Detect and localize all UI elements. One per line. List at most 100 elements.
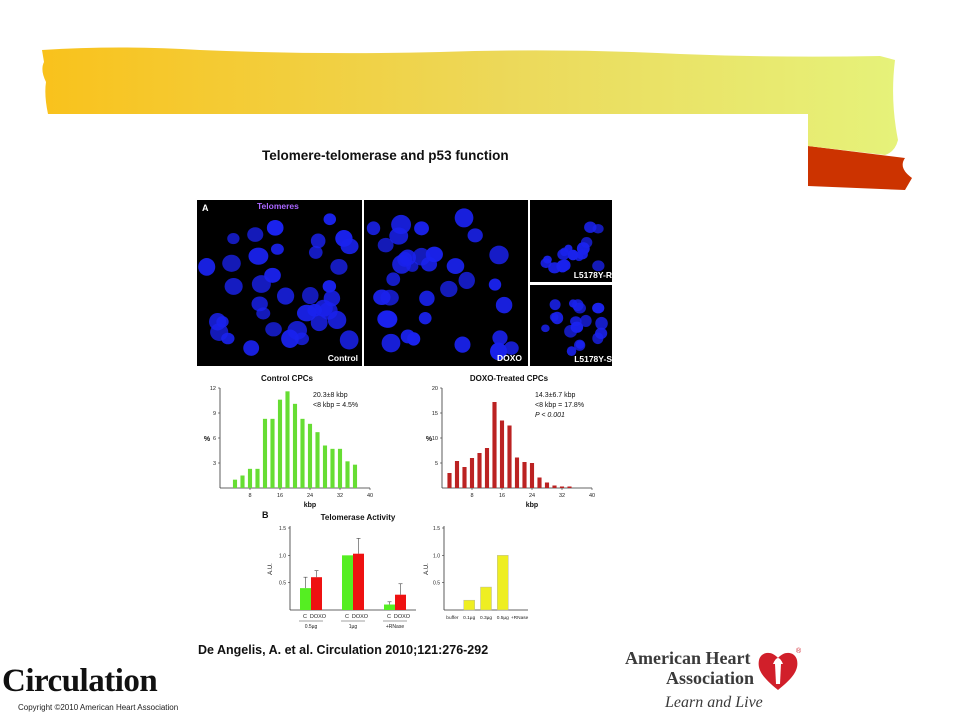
activity-bar [395,594,406,610]
series-label: C [345,614,349,620]
cell-nucleus [340,238,359,255]
cell-nucleus [381,333,401,353]
cell-nucleus [323,213,337,226]
y-tick-label: 9 [213,411,216,417]
histogram-bar [285,391,290,488]
histogram-bar [292,403,298,488]
chart-title: DOXO-Treated CPCs [470,374,549,383]
aha-line-1: American Heart [625,648,751,668]
cell-nucleus [322,280,337,293]
cell-nucleus [446,258,465,274]
x-tick-label: 16 [499,493,505,499]
standard-bar [463,599,475,611]
cell-nucleus [575,340,585,349]
cell-nucleus [541,324,550,333]
category-label: 0.3µg [480,615,492,621]
histogram-bar [277,399,283,488]
panel-a-letter: A [202,203,209,213]
y-tick-label: 0.5 [433,581,440,587]
cell-nucleus [221,332,235,345]
telomerase-standard-chart: A.U.0.5 1.0 1.5 buffer 0.1µg 0.3µg 0.5µg +RNase [424,526,529,621]
cell-nucleus [307,303,323,317]
cell-nucleus [247,227,264,242]
histogram-bar [477,453,482,488]
y-tick-label: 6 [213,436,216,442]
x-tick-label: 8 [470,493,473,499]
y-tick-label: 1.5 [279,526,286,532]
x-axis-label: kbp [526,502,538,509]
x-tick-label: 40 [367,493,373,499]
cell-nucleus [488,278,502,291]
y-tick-label: 5 [435,461,438,467]
cell-nucleus [339,330,359,350]
cell-nucleus [266,219,284,236]
y-axis-label: A.U. [268,563,274,575]
histogram-bar [307,423,313,488]
y-tick-label: 1.0 [279,553,286,559]
histogram-bar [300,418,305,488]
cell-nucleus [495,296,513,314]
aha-logo: American Heart Association Learn and Liv… [625,644,825,716]
activity-bar [384,604,395,610]
cell-nucleus [580,237,593,249]
cell-nucleus [567,249,579,261]
cell-nucleus [224,277,243,295]
banner-red-tab [808,146,912,190]
histogram-doxo: DOXO-Treated CPCs% kbp 5 10 15 20 8 16 24 32 40 14.… [426,374,595,509]
micrograph-label: Control [327,353,358,363]
cell-nucleus [377,310,397,328]
cell-nucleus [414,221,429,236]
activity-bar [311,577,322,610]
histogram-bar [462,467,467,488]
journal-logo: Circulation [2,663,158,699]
chart-annotation: <8 kbp = 4.5% [313,402,358,409]
heart-torch-icon: ® [758,647,802,690]
category-label: 0.5µg [305,624,318,630]
x-tick-label: 24 [307,493,313,499]
cell-nucleus [418,312,432,325]
activity-bar [342,555,353,610]
micrograph-label: L5178Y-R [573,270,612,280]
cell-nucleus [454,336,471,353]
histogram-control: Control CPCs% kbp 3 6 9 12 8 16 24 32 40 20.3±8 kbp… [204,374,373,509]
y-tick-label: 3 [213,461,216,467]
cell-nucleus [489,245,509,265]
cell-nucleus [265,322,282,337]
cell-nucleus [419,290,435,307]
chart-title: Telomerase Activity [321,513,396,522]
x-tick-label: 8 [248,493,251,499]
cell-nucleus [548,262,561,274]
micrograph-control: A Telomeres Control [197,200,362,366]
cell-nucleus [281,329,299,348]
histogram-bar [522,462,527,488]
histogram-bar [262,418,268,488]
cell-nucleus [454,208,474,228]
cell-nucleus [227,232,240,245]
micrograph-doxo: DOXO [364,200,528,366]
telomeres-label: Telomeres [257,201,299,211]
cell-nucleus [319,302,338,320]
cell-nucleus [425,246,443,263]
histogram-bar [270,418,275,488]
cell-nucleus [572,299,584,312]
histogram-bar [484,448,490,488]
aha-line-2: Association [666,668,755,688]
histogram-bar [352,464,358,488]
cell-nucleus [467,228,483,243]
y-axis-label: A.U. [424,563,430,575]
series-label: C [387,614,391,620]
histogram-bar [345,461,350,488]
cell-nucleus [406,260,419,272]
cell-nucleus [366,221,381,236]
histogram-bar [507,425,512,488]
histogram-bar [255,468,260,488]
cell-nucleus [248,247,269,265]
histogram-bar [469,458,475,488]
histogram-bar [559,486,565,488]
cell-nucleus [492,330,508,346]
cell-nucleus [407,332,421,346]
cell-nucleus [389,227,409,245]
cell-nucleus [302,287,319,305]
cell-nucleus [489,342,508,361]
x-tick-label: 32 [337,493,343,499]
